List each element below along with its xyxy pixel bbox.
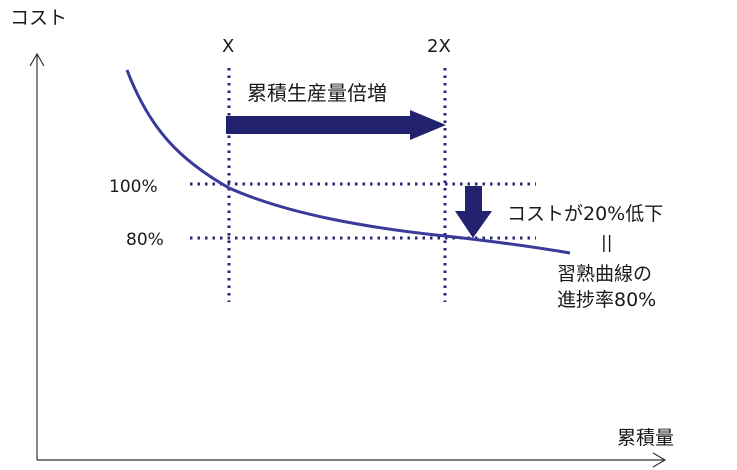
axes xyxy=(29,52,667,468)
y-axis-arrowhead xyxy=(29,52,45,67)
x2-marker-label: 2X xyxy=(427,36,451,57)
cost-100-label: 100% xyxy=(109,177,158,197)
doubling-label: 累積生産量倍増 xyxy=(247,81,387,105)
doubling-arrow xyxy=(226,110,446,140)
learning-curve-label-line1: 習熟曲線の xyxy=(557,263,652,285)
learning-curve xyxy=(125,69,571,255)
cost-drop-arrow-head xyxy=(455,211,492,238)
doubling-arrow-shaft xyxy=(226,116,410,134)
cost-drop-arrow-shaft xyxy=(465,186,482,212)
cost-drop-arrow xyxy=(455,186,492,238)
learning-curve-label-line2: 進捗率80% xyxy=(557,289,656,311)
x-axis-arrowhead xyxy=(652,452,667,468)
doubling-arrow-head xyxy=(410,110,446,140)
cost-drop-label: コストが20%低下 xyxy=(507,203,663,225)
x-axis-label: 累積量 xyxy=(617,427,674,449)
y-axis-label: コスト xyxy=(10,7,67,29)
guide-lines xyxy=(190,68,536,302)
cost-80-label: 80% xyxy=(126,230,164,250)
equals-sign: || xyxy=(601,233,612,253)
x-marker-label: X xyxy=(222,36,234,57)
